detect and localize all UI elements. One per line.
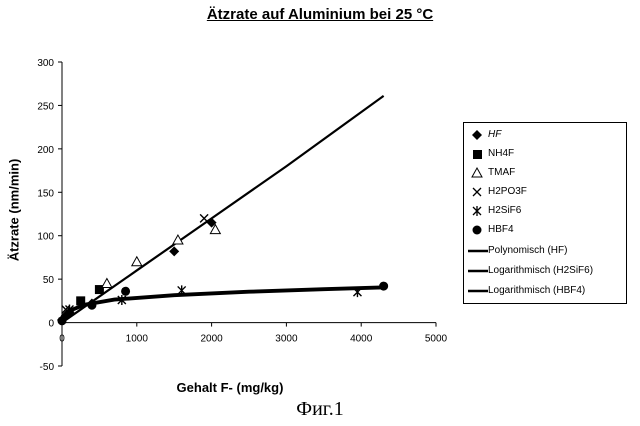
y-tick-label: 0: [48, 319, 54, 330]
data-point-nh4f: [76, 296, 85, 305]
legend-item-trend-h2sif6: Logarithmisch (H2SiF6): [464, 263, 626, 279]
legend-label: HBF4: [488, 224, 514, 235]
x-tick-label: 4000: [350, 334, 373, 345]
y-tick-label: 50: [43, 275, 55, 286]
figure-caption: Фиг.1: [0, 398, 640, 421]
y-tick-label: 150: [37, 188, 54, 199]
legend-label: HF: [488, 129, 501, 140]
chart-legend: HF NH4F TMAF H2PO3F H2SiF6 HBF4 Polynomi…: [463, 122, 627, 304]
diamond-marker-icon: [466, 127, 488, 143]
legend-item-h2po3f: H2PO3F: [464, 184, 626, 200]
y-tick-label: 200: [37, 145, 54, 156]
legend-item-trend-hf: Polynomisch (HF): [464, 243, 626, 259]
circle-marker-icon: [466, 222, 488, 238]
y-tick-label: -50: [40, 362, 55, 373]
line-icon: [466, 263, 488, 279]
trendline: [63, 288, 383, 319]
x-tick-label: 5000: [425, 334, 448, 345]
y-tick-label: 300: [37, 58, 54, 69]
data-point-hbf4: [87, 301, 96, 310]
y-tick-label: 250: [37, 101, 54, 112]
line-icon: [466, 283, 488, 299]
legend-item-nh4f: NH4F: [464, 146, 626, 162]
legend-item-tmaf: TMAF: [464, 165, 626, 181]
data-point-h2sif6: [353, 287, 361, 297]
legend-item-h2sif6: H2SiF6: [464, 203, 626, 219]
data-point-hbf4: [379, 282, 388, 291]
x-axis-label: Gehalt F- (mg/kg): [150, 380, 310, 395]
triangle-marker-icon: [466, 165, 488, 181]
y-axis-label: Ätzrate (nm/min): [7, 159, 22, 262]
line-icon: [466, 243, 488, 259]
data-point-h2sif6: [178, 285, 186, 295]
legend-label: Logarithmisch (H2SiF6): [488, 265, 593, 276]
legend-label: H2SiF6: [488, 205, 521, 216]
x-tick-label: 2000: [200, 334, 223, 345]
x-tick-label: 1000: [126, 334, 149, 345]
data-point-hbf4: [121, 287, 130, 296]
x-marker-icon: [466, 184, 488, 200]
asterisk-marker-icon: [466, 203, 488, 219]
trendline: [63, 287, 383, 318]
legend-label: H2PO3F: [488, 186, 527, 197]
data-point-hbf4: [58, 316, 67, 325]
legend-label: TMAF: [488, 167, 515, 178]
data-point-tmaf: [102, 278, 112, 287]
legend-label: NH4F: [488, 148, 514, 159]
data-point-h2po3f: [200, 214, 208, 222]
legend-item-trend-hbf4: Logarithmisch (HBF4): [464, 283, 626, 299]
square-marker-icon: [466, 146, 488, 162]
legend-item-hbf4: HBF4: [464, 222, 626, 238]
x-tick-label: 3000: [275, 334, 298, 345]
legend-label: Polynomisch (HF): [488, 245, 567, 256]
data-point-tmaf: [132, 257, 142, 266]
x-tick-label: 0: [59, 334, 65, 345]
y-tick-label: 100: [37, 232, 54, 243]
legend-label: Logarithmisch (HBF4): [488, 285, 585, 296]
y-axis-label-container: Ätzrate (nm/min): [0, 120, 28, 300]
legend-item-hf: HF: [464, 127, 626, 143]
